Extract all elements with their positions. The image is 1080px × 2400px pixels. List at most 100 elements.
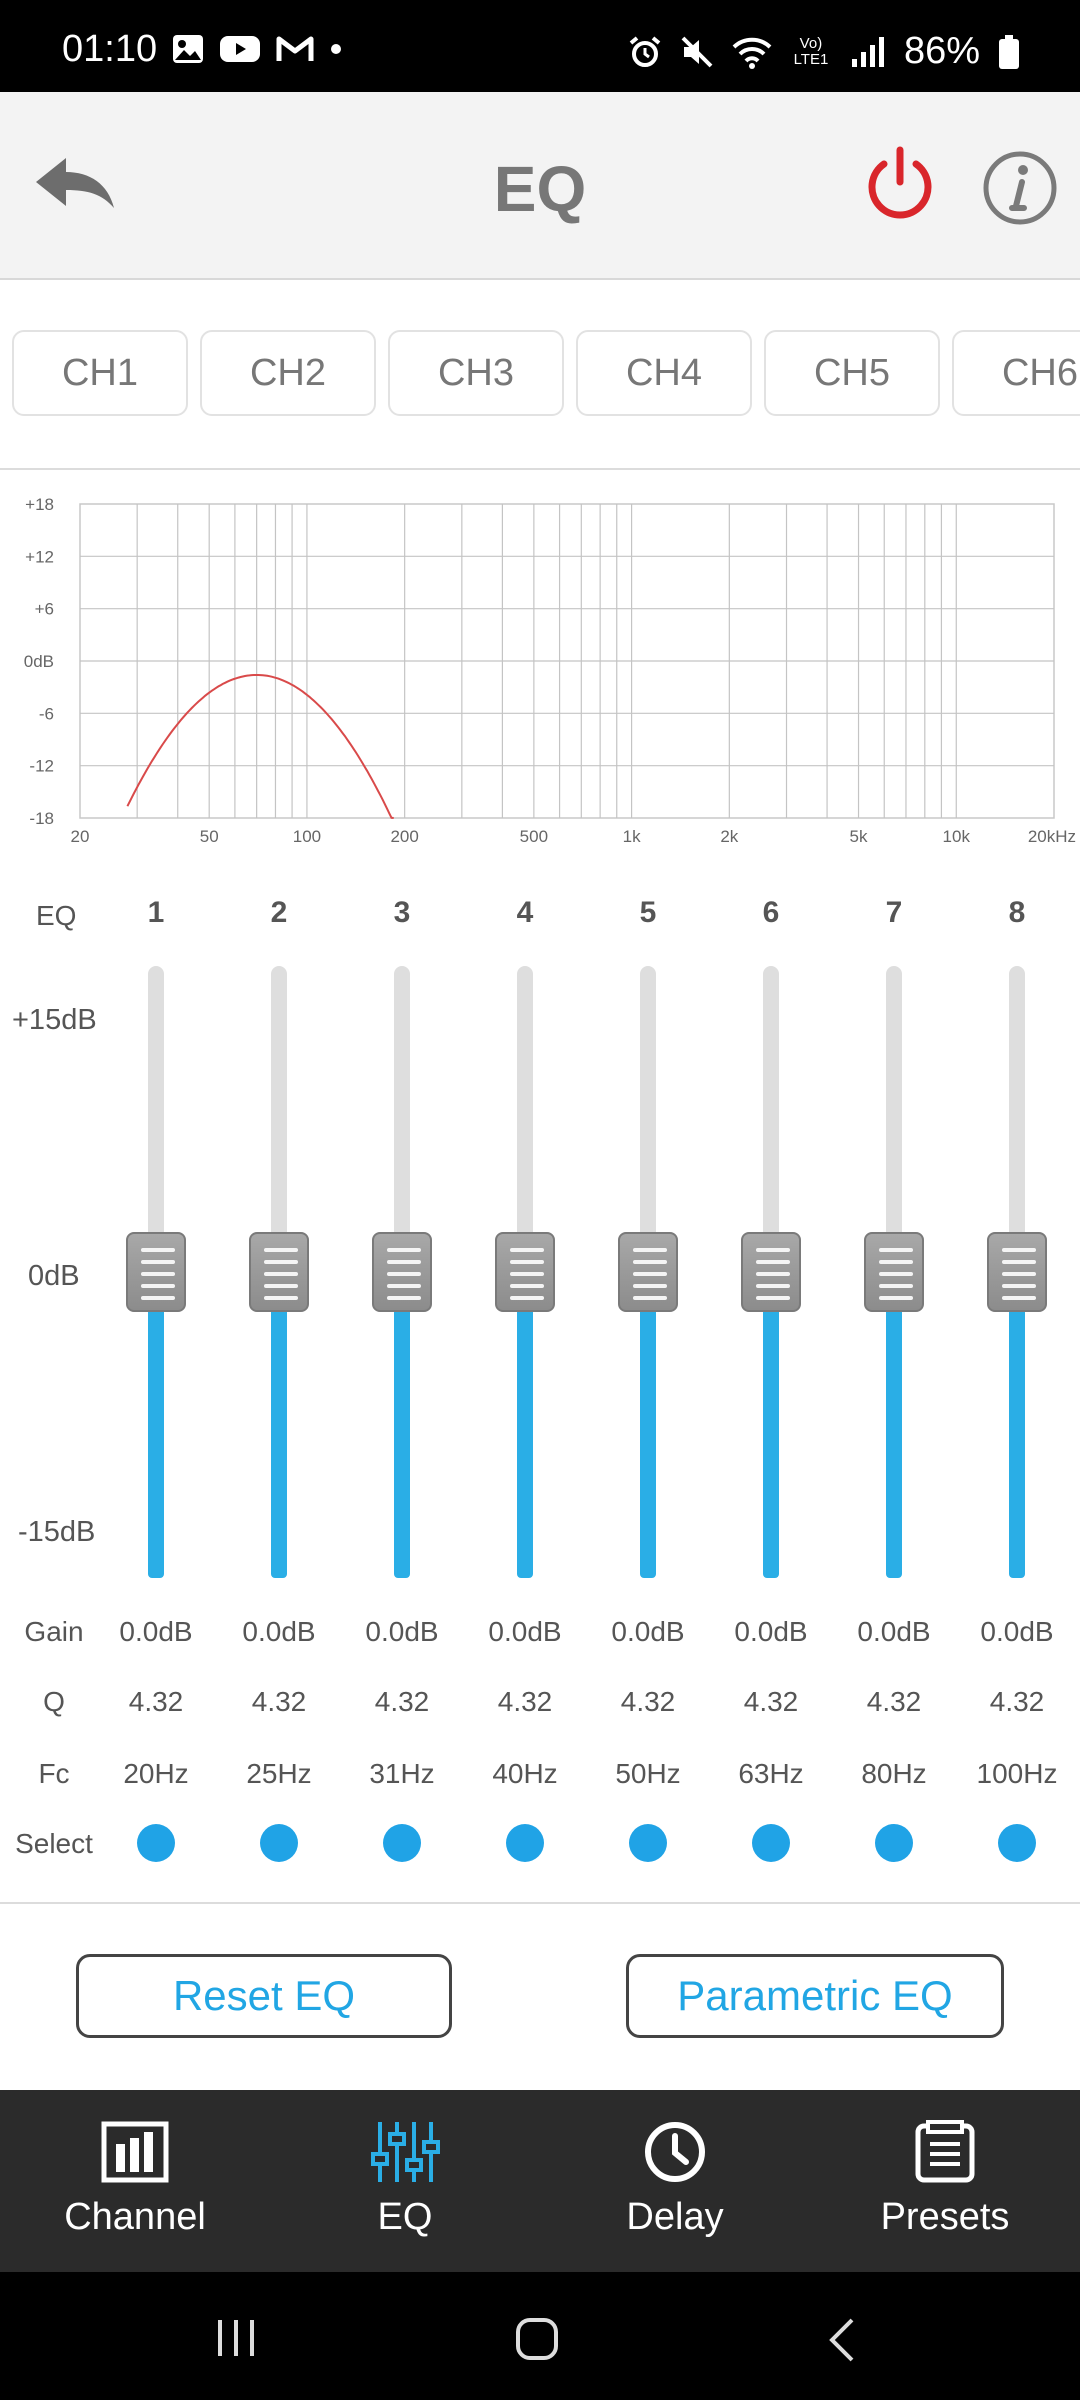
slider-track-upper[interactable] [886,966,902,1272]
youtube-icon [220,36,260,62]
slider-track-lower[interactable] [394,1272,410,1578]
tab-ch1[interactable]: CH1 [12,330,188,416]
scale-top-label: +15dB [12,1004,97,1036]
page-title: EQ [493,153,587,225]
parametric-eq-button[interactable]: Parametric EQ [626,1954,1004,2038]
reset-eq-button[interactable]: Reset EQ [76,1954,452,2038]
app-header: EQ [0,92,1080,280]
clock-icon [645,2122,705,2182]
volte-icon: Vo) LTE1 [793,34,829,68]
q-row-label: Q [43,1686,65,1717]
x-tick-label: 20kHz [1028,827,1076,846]
q-value: 4.32 [743,1686,799,1717]
dot-icon [331,44,341,54]
x-tick-label: 50 [200,827,219,846]
scale-mid-label: 0dB [28,1260,80,1292]
slider-track-upper[interactable] [640,966,656,1272]
slider-track-lower[interactable] [148,1272,164,1578]
tab-ch6[interactable]: CH6 [952,330,1080,416]
slider-track-lower[interactable] [271,1272,287,1578]
slider-knob[interactable] [249,1232,309,1312]
x-tick-label: 10k [943,827,971,846]
tab-ch4[interactable]: CH4 [576,330,752,416]
channel-icon [101,2121,169,2183]
nav-delay-label: Delay [626,2196,724,2238]
status-right-icons: Vo) LTE1 86% [628,30,1020,73]
band-select-button[interactable] [875,1824,913,1862]
band-select-button[interactable] [260,1824,298,1862]
home-icon[interactable] [514,2316,562,2360]
alarm-icon [629,35,661,67]
slider-track-lower[interactable] [640,1272,656,1578]
q-value: 4.32 [866,1686,922,1717]
nav-eq-label: EQ [377,2196,433,2238]
slider-track-lower[interactable] [886,1272,902,1578]
band-select-button[interactable] [383,1824,421,1862]
band-number: 4 [516,896,534,929]
y-tick-label: 0dB [24,652,54,671]
y-tick-label: +18 [25,495,54,514]
gmail-icon [276,36,314,61]
slider-knob[interactable] [987,1232,1047,1312]
slider-track-lower[interactable] [1009,1272,1025,1578]
power-icon[interactable] [862,144,938,224]
recents-icon[interactable] [212,2318,260,2358]
back-icon[interactable] [822,2316,862,2364]
band-select-button[interactable] [137,1824,175,1862]
slider-track-upper[interactable] [394,966,410,1272]
graph-grid [79,503,1055,819]
slider-track-upper[interactable] [148,966,164,1272]
band-number: 7 [885,896,903,929]
status-bar: 01:10 Vo) LTE1 86% [0,0,1080,92]
gain-value: 0.0dB [242,1616,316,1647]
fc-value: 50Hz [615,1758,681,1789]
band-select-button[interactable] [998,1824,1036,1862]
gallery-icon [173,35,203,63]
band-select-button[interactable] [506,1824,544,1862]
back-arrow-icon[interactable] [30,150,120,220]
nav-eq[interactable]: EQ [270,2090,540,2272]
slider-track-upper[interactable] [763,966,779,1272]
eq-sliders-icon [371,2122,440,2182]
nav-delay[interactable]: Delay [540,2090,810,2272]
nav-presets-label: Presets [880,2196,1010,2238]
tab-ch3[interactable]: CH3 [388,330,564,416]
band-number: 1 [147,896,165,929]
system-nav-bar [0,2272,1080,2400]
status-left-icons [172,34,342,64]
tab-ch5[interactable]: CH5 [764,330,940,416]
info-icon[interactable] [982,150,1058,226]
slider-knob[interactable] [618,1232,678,1312]
slider-knob[interactable] [864,1232,924,1312]
slider-knob[interactable] [741,1232,801,1312]
x-tick-label: 1k [623,827,641,846]
wifi-icon [732,37,772,69]
band-number: 5 [639,896,657,929]
presets-icon [915,2120,975,2183]
fc-value: 80Hz [861,1758,927,1789]
slider-track-upper[interactable] [1009,966,1025,1272]
slider-track-upper[interactable] [271,966,287,1272]
fc-value: 20Hz [123,1758,189,1789]
divider [0,1902,1080,1904]
slider-track-lower[interactable] [763,1272,779,1578]
band-select-button[interactable] [629,1824,667,1862]
graph-y-axis: +18 +12 +6 0dB -6 -12 -18 [24,495,54,828]
tab-ch2[interactable]: CH2 [200,330,376,416]
gain-value: 0.0dB [734,1616,808,1647]
eq-header-label: EQ [36,900,77,931]
nav-channel[interactable]: Channel [0,2090,270,2272]
eq-response-curve [126,674,394,819]
slider-knob[interactable] [126,1232,186,1312]
fc-value: 31Hz [369,1758,435,1789]
status-time: 01:10 [62,28,158,70]
band-select-button[interactable] [752,1824,790,1862]
battery-icon [999,34,1019,69]
gain-value: 0.0dB [119,1616,193,1647]
slider-knob[interactable] [495,1232,555,1312]
nav-presets[interactable]: Presets [810,2090,1080,2272]
slider-track-upper[interactable] [517,966,533,1272]
gain-value: 0.0dB [488,1616,562,1647]
slider-track-lower[interactable] [517,1272,533,1578]
slider-knob[interactable] [372,1232,432,1312]
